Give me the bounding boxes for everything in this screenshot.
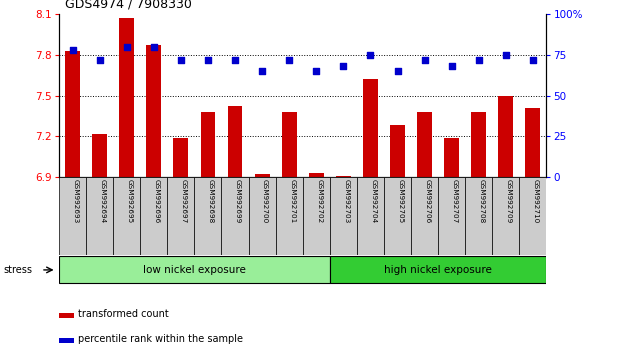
Point — [420, 57, 430, 63]
Bar — [140, 177, 167, 255]
Text: GSM992706: GSM992706 — [425, 178, 430, 223]
Text: GSM992698: GSM992698 — [208, 178, 214, 223]
Point — [311, 68, 321, 74]
Text: GSM992710: GSM992710 — [533, 178, 539, 223]
Bar — [92, 133, 107, 177]
Bar — [363, 79, 378, 177]
Text: GSM992700: GSM992700 — [262, 178, 268, 223]
Bar — [59, 177, 86, 255]
Text: low nickel exposure: low nickel exposure — [143, 265, 246, 275]
Bar — [384, 177, 411, 255]
Bar — [444, 138, 459, 177]
Bar — [465, 177, 492, 255]
Text: GSM992695: GSM992695 — [127, 178, 133, 223]
Bar — [417, 112, 432, 177]
Bar — [330, 256, 546, 284]
Bar — [390, 125, 405, 177]
Bar — [227, 107, 242, 177]
Bar — [438, 177, 465, 255]
Text: GSM992699: GSM992699 — [235, 178, 241, 223]
Point — [257, 68, 267, 74]
Text: GSM992704: GSM992704 — [371, 178, 376, 223]
Text: GSM992694: GSM992694 — [99, 178, 106, 223]
Bar — [471, 112, 486, 177]
Bar — [282, 112, 297, 177]
Point — [176, 57, 186, 63]
Bar — [119, 18, 134, 177]
Text: GSM992702: GSM992702 — [316, 178, 322, 223]
Bar — [302, 177, 330, 255]
Text: GSM992693: GSM992693 — [73, 178, 78, 223]
Text: percentile rank within the sample: percentile rank within the sample — [78, 334, 243, 344]
Point — [474, 57, 484, 63]
Bar — [248, 177, 276, 255]
Bar — [309, 173, 324, 177]
Bar — [519, 177, 546, 255]
Bar — [59, 313, 74, 318]
Point — [338, 63, 348, 69]
Point — [392, 68, 402, 74]
Bar — [167, 177, 194, 255]
Bar — [276, 177, 302, 255]
Point — [94, 57, 104, 63]
Bar — [336, 176, 351, 177]
Text: GDS4974 / 7908330: GDS4974 / 7908330 — [65, 0, 192, 11]
Bar — [173, 138, 188, 177]
Text: GSM992697: GSM992697 — [181, 178, 187, 223]
Point — [230, 57, 240, 63]
Bar — [499, 96, 514, 177]
Bar — [59, 256, 330, 284]
Bar — [147, 45, 161, 177]
Text: GSM992709: GSM992709 — [506, 178, 512, 223]
Point — [203, 57, 213, 63]
Text: GSM992707: GSM992707 — [451, 178, 458, 223]
Text: GSM992705: GSM992705 — [397, 178, 404, 223]
Text: stress: stress — [3, 265, 32, 275]
Bar — [330, 177, 357, 255]
Point — [501, 52, 511, 58]
Text: GSM992708: GSM992708 — [479, 178, 485, 223]
Text: GSM992696: GSM992696 — [154, 178, 160, 223]
Bar — [357, 177, 384, 255]
Bar — [201, 112, 215, 177]
Bar — [525, 108, 540, 177]
Bar — [411, 177, 438, 255]
Bar — [86, 177, 113, 255]
Point — [528, 57, 538, 63]
Bar — [255, 174, 270, 177]
Bar — [113, 177, 140, 255]
Point — [366, 52, 376, 58]
Bar — [492, 177, 519, 255]
Point — [284, 57, 294, 63]
Text: high nickel exposure: high nickel exposure — [384, 265, 492, 275]
Point — [446, 63, 456, 69]
Bar — [59, 338, 74, 343]
Text: GSM992703: GSM992703 — [343, 178, 350, 223]
Bar — [222, 177, 248, 255]
Text: transformed count: transformed count — [78, 309, 170, 319]
Point — [122, 44, 132, 50]
Point — [68, 47, 78, 53]
Bar — [65, 51, 80, 177]
Text: GSM992701: GSM992701 — [289, 178, 295, 223]
Point — [149, 44, 159, 50]
Bar — [194, 177, 222, 255]
